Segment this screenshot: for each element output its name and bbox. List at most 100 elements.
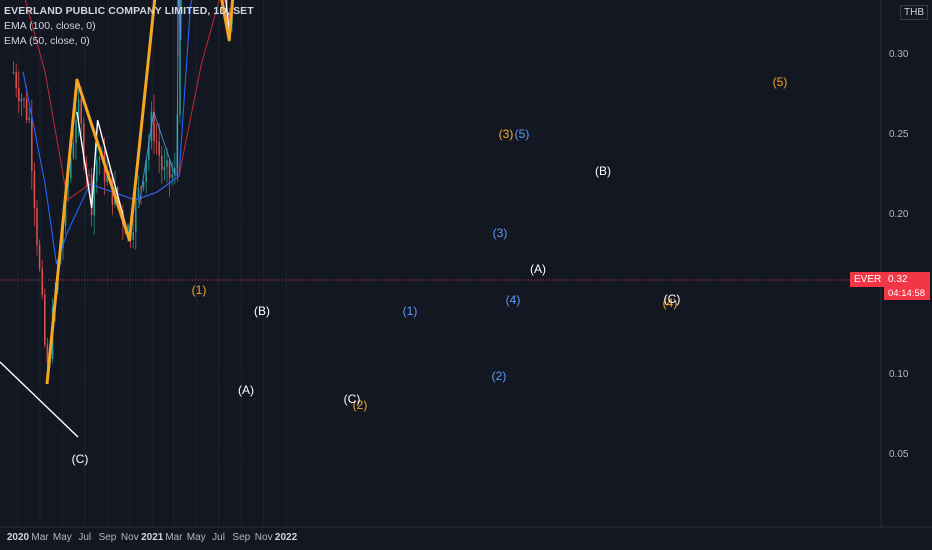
candle-body <box>166 160 168 167</box>
time-tick-label: Jul <box>78 532 92 543</box>
time-tick-label: Mar <box>31 532 49 543</box>
price-tick-label: 0.30 <box>889 49 909 60</box>
candle-body <box>17 88 20 102</box>
candle-body <box>80 99 82 124</box>
candle-body <box>30 117 33 171</box>
time-tick-label: Jul <box>212 532 225 543</box>
wave-label-major: (2) <box>353 398 368 412</box>
wave-minor-line[interactable] <box>0 361 79 438</box>
candle-body <box>147 141 150 161</box>
wave-label-sub: (3) <box>493 226 508 240</box>
candle-body <box>145 160 147 182</box>
candle-body <box>106 172 108 182</box>
candle-body <box>163 166 166 170</box>
candle-body <box>98 157 101 160</box>
wave-minor-line[interactable] <box>76 111 131 241</box>
ema-100-legend[interactable]: EMA (100, close, 0) <box>4 20 96 32</box>
elliott-wave-labels: (1) (2) (3) (4) (5) (1) (2) (3) (4) (5) (C) (A) (B) (… <box>72 75 788 466</box>
time-tick-label: May <box>186 532 206 543</box>
candle-body <box>15 72 17 89</box>
time-tick-label: May <box>52 532 72 543</box>
candle-body <box>72 142 75 158</box>
wave-label-major: (3) <box>499 127 514 141</box>
time-tick-label: Nov <box>120 532 139 543</box>
candle-body <box>20 98 23 102</box>
candle-body <box>90 174 93 216</box>
chart-grid <box>0 0 881 527</box>
candle-body <box>88 174 90 176</box>
wave-label-sub: (5) <box>515 127 530 141</box>
time-tick-label: 2020 <box>6 532 30 543</box>
candle-body <box>95 159 98 182</box>
candle-body <box>46 344 49 363</box>
candle-body <box>127 224 129 234</box>
candle-body <box>25 98 28 121</box>
chart-legend: EVERLAND PUBLIC COMPANY LIMITED, 1D, SET… <box>4 4 254 49</box>
candle-body <box>69 157 72 179</box>
candle-body <box>75 120 77 143</box>
time-tick-label: Sep <box>98 532 117 543</box>
last-price-tag: EVER 0.32 04:14:58 <box>850 272 930 300</box>
symbol-tag: EVER <box>850 272 886 287</box>
candle-body <box>142 181 145 188</box>
candle-body <box>158 141 160 156</box>
price-tick-label: 0.20 <box>889 209 909 220</box>
wave-label-sub: (2) <box>492 369 507 383</box>
candle-body <box>82 123 85 164</box>
candle-body <box>28 117 30 121</box>
candle-body <box>171 174 173 178</box>
time-tick-label: Sep <box>232 532 251 543</box>
wave-label-minor: (C) <box>664 292 681 306</box>
candle-body <box>179 0 181 115</box>
wave-label-sub: (4) <box>506 293 521 307</box>
time-tick-label: Mar <box>165 532 183 543</box>
candle-body <box>228 12 231 25</box>
elliott-wave-drawings[interactable] <box>0 0 261 438</box>
wave-sub-line[interactable] <box>176 0 184 177</box>
price-tick-label: 0.05 <box>889 449 909 460</box>
wave-label-major: (4) <box>663 296 678 310</box>
wave-sub-line[interactable] <box>138 111 176 209</box>
bar-countdown: 04:14:58 <box>884 287 930 300</box>
candle-body <box>160 155 163 170</box>
ema-50-legend[interactable]: EMA (50, close, 0) <box>4 35 90 47</box>
candle-body <box>38 244 41 269</box>
symbol-title[interactable]: EVERLAND PUBLIC COMPANY LIMITED, 1D, SET <box>4 5 254 17</box>
wave-label-sub: (1) <box>403 304 418 318</box>
candle-body <box>134 197 137 233</box>
wave-label-minor: (C) <box>72 452 89 466</box>
candle-body <box>173 167 176 175</box>
candle-body <box>137 187 140 198</box>
wave-label-minor: (B) <box>254 304 270 318</box>
candle-body <box>41 268 43 295</box>
time-tick-label: 2022 <box>274 532 298 543</box>
price-tick-label: 0.25 <box>889 129 909 140</box>
last-price: 0.32 <box>884 272 930 287</box>
candle-body <box>43 294 46 345</box>
candle-body <box>168 160 171 178</box>
wave-label-minor: (A) <box>530 262 546 276</box>
candle-body <box>33 170 36 208</box>
candle-body <box>36 207 38 245</box>
candle-body <box>12 72 15 73</box>
candle-body <box>77 99 80 121</box>
candle-body <box>132 232 134 240</box>
candle-body <box>93 181 95 216</box>
wave-label-major: (1) <box>192 283 207 297</box>
candle-body <box>140 187 142 189</box>
time-tick-label: Nov <box>254 532 273 543</box>
wave-major-line[interactable] <box>45 0 261 385</box>
currency-label[interactable]: THB <box>900 5 928 20</box>
candle-body <box>23 98 25 100</box>
wave-label-minor: (B) <box>595 164 611 178</box>
time-tick-label: 2021 <box>141 532 164 543</box>
wave-label-major: (5) <box>773 75 788 89</box>
wave-label-minor: (A) <box>238 383 254 397</box>
candle-body <box>108 172 111 174</box>
price-tick-label: 0.10 <box>889 369 909 380</box>
candle-body <box>153 111 155 141</box>
wave-label-minor: (C) <box>344 392 361 406</box>
candle-body <box>155 140 158 142</box>
